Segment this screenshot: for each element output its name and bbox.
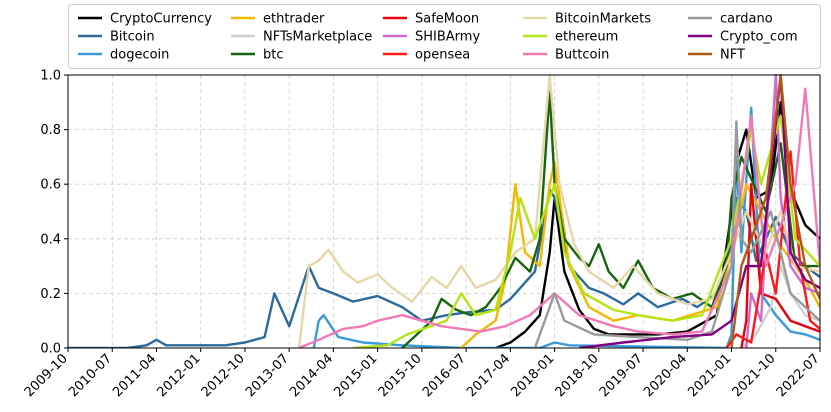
legend-label-shibarmy: SHIBArmy xyxy=(415,30,480,45)
x-tick-label: 2017-04 xyxy=(464,351,513,400)
series-line-nftsmarketplace xyxy=(740,264,820,348)
legend-label-buttcoin: Buttcoin xyxy=(555,48,609,63)
legend-label-nftsmarketplace: NFTsMarketplace xyxy=(263,30,372,45)
y-tick-label: 0.2 xyxy=(40,287,61,302)
series-line-safemoon xyxy=(740,183,820,348)
legend-label-ethereum: ethereum xyxy=(555,30,618,45)
legend-label-cryptocurrency: CryptoCurrency xyxy=(110,12,212,27)
series-line-btc xyxy=(401,90,820,348)
series-line-crypto-com xyxy=(579,74,820,348)
x-tick-label: 2012-01 xyxy=(155,351,204,400)
y-axis: 0.0 0.2 0.4 0.6 0.8 1.0 xyxy=(40,69,68,357)
x-tick-label: 2020-04 xyxy=(641,351,690,400)
y-tick-label: 0.4 xyxy=(40,232,61,247)
plot-background xyxy=(68,75,820,348)
plot-frame xyxy=(67,74,821,349)
x-tick-label: 2018-10 xyxy=(553,351,602,400)
legend-label-bitcoinmarkets: BitcoinMarkets xyxy=(555,12,651,27)
x-tick-label: 2013-07 xyxy=(243,351,292,400)
legend-box xyxy=(68,4,821,69)
x-axis: 2009-102010-072011-042012-012012-102013-… xyxy=(22,348,823,400)
legend-label-crypto-com: Crypto_com xyxy=(720,30,798,45)
legend-label-safemoon: SafeMoon xyxy=(415,12,479,27)
x-tick-label: 2010-07 xyxy=(66,351,115,400)
series-line-opensea xyxy=(725,150,820,348)
legend-label-btc: btc xyxy=(263,48,284,63)
y-tick-label: 0.6 xyxy=(40,178,61,193)
series-line-nft xyxy=(730,74,820,348)
series-line-dogecoin xyxy=(312,106,820,348)
x-tick-label: 2021-01 xyxy=(685,351,734,400)
x-tick-label: 2022-07 xyxy=(774,351,823,400)
x-tick-label: 2019-07 xyxy=(597,351,646,400)
legend-label-dogecoin: dogecoin xyxy=(110,48,169,63)
x-tick-label: 2011-04 xyxy=(110,351,159,400)
plot-lines xyxy=(68,74,820,348)
y-tick-label: 1.0 xyxy=(40,69,61,84)
legend-label-opensea: opensea xyxy=(415,48,470,63)
x-tick-label: 2015-01 xyxy=(331,351,380,400)
legend-label-ethtrader: ethtrader xyxy=(263,12,325,27)
y-tick-label: 0.8 xyxy=(40,123,61,138)
x-tick-label: 2012-10 xyxy=(199,351,248,400)
legend-label-bitcoin: Bitcoin xyxy=(110,30,155,45)
legend: CryptoCurrency Bitcoin dogecoin ethtrader NF… xyxy=(68,4,821,69)
y-tick-label: 0.0 xyxy=(40,342,61,357)
x-tick-label: 2014-04 xyxy=(287,351,336,400)
x-tick-label: 2018-01 xyxy=(508,351,557,400)
legend-label-cardano: cardano xyxy=(720,12,773,27)
x-tick-label: 2016-07 xyxy=(420,351,469,400)
x-tick-label: 2009-10 xyxy=(22,351,71,400)
x-tick-label: 2021-10 xyxy=(730,351,779,400)
x-tick-label: 2015-10 xyxy=(376,351,425,400)
legend-label-nft: NFT xyxy=(720,48,745,63)
